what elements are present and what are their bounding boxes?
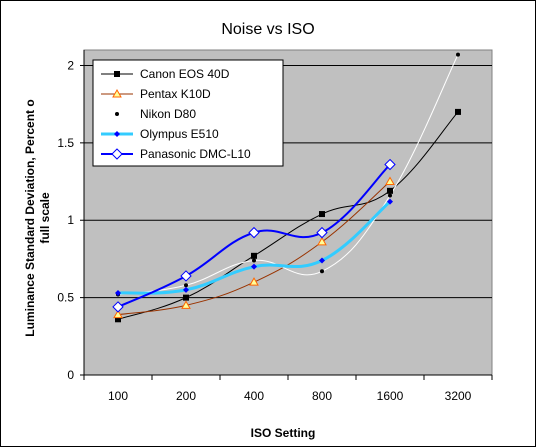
data-point-series-5 xyxy=(248,226,260,239)
series-line-1 xyxy=(117,111,459,320)
data-point-series-5 xyxy=(112,301,124,313)
data-point-series-3 xyxy=(184,283,188,288)
x-tick-label: 3200 xyxy=(445,389,472,403)
legend-entry: Nikon D80 xyxy=(140,107,196,121)
legend-box xyxy=(92,59,284,167)
legend-entry: Olympus E510 xyxy=(140,127,219,141)
data-point-series-2 xyxy=(113,309,123,319)
y-tick-label: 0 xyxy=(67,368,74,382)
data-point-series-2 xyxy=(249,277,259,286)
data-point-series-1 xyxy=(455,108,461,115)
axis-ticks: 0 0.5 1 1.5 2 100 200 400 800 1600 3200 xyxy=(57,50,493,403)
data-point-series-5 xyxy=(384,158,396,171)
y-tick-label: 2 xyxy=(67,58,74,72)
data-point-series-3 xyxy=(456,52,460,57)
data-point-series-1 xyxy=(251,252,257,259)
data-point-series-3 xyxy=(320,269,324,274)
y-tick-label: 1.5 xyxy=(57,136,74,150)
legend-marker xyxy=(114,71,120,77)
x-tick-label: 1600 xyxy=(377,389,404,403)
x-tick-label: 400 xyxy=(244,389,264,403)
data-point-series-5 xyxy=(316,226,328,239)
data-point-series-2 xyxy=(181,300,191,309)
data-point-series-4 xyxy=(319,257,325,264)
y-axis-label-line-2: full scale xyxy=(38,192,52,244)
data-point-series-1 xyxy=(319,211,325,218)
series-markers xyxy=(112,52,461,323)
x-tick-label: 100 xyxy=(108,389,128,403)
data-point-series-1 xyxy=(183,294,189,301)
legend-marker xyxy=(111,148,123,160)
chart-title: Noise vs ISO xyxy=(221,21,314,38)
data-point-series-4 xyxy=(115,289,121,296)
legend-entry: Pentax K10D xyxy=(140,87,211,101)
legend: Canon EOS 40D Pentax K10D Nikon D80 Olympus… xyxy=(92,59,284,167)
legend-entry: Panasonic DMC-L10 xyxy=(140,147,251,161)
x-tick-label: 200 xyxy=(176,389,196,403)
y-tick-label: 0.5 xyxy=(57,291,74,305)
legend-marker xyxy=(114,131,120,137)
x-axis-label: ISO Setting xyxy=(251,426,316,440)
data-point-series-4 xyxy=(183,286,189,293)
data-point-series-2 xyxy=(317,236,327,246)
legend-entry: Canon EOS 40D xyxy=(140,67,230,81)
data-point-series-4 xyxy=(251,263,257,270)
y-axis-label: Luminance Standard Deviation, Percent o … xyxy=(23,99,52,336)
data-point-series-1 xyxy=(115,316,121,323)
data-point-series-5 xyxy=(180,270,192,282)
data-point-series-1 xyxy=(387,187,393,194)
x-tick-label: 800 xyxy=(312,389,332,403)
data-point-series-4 xyxy=(387,198,393,205)
legend-marker xyxy=(112,88,122,98)
legend-marker xyxy=(115,112,119,116)
y-axis-label-line-1: Luminance Standard Deviation, Percent o xyxy=(23,99,37,336)
data-point-series-3 xyxy=(252,258,256,263)
data-point-series-3 xyxy=(388,193,392,198)
data-point-series-2 xyxy=(385,176,395,186)
y-tick-label: 1 xyxy=(67,213,74,227)
